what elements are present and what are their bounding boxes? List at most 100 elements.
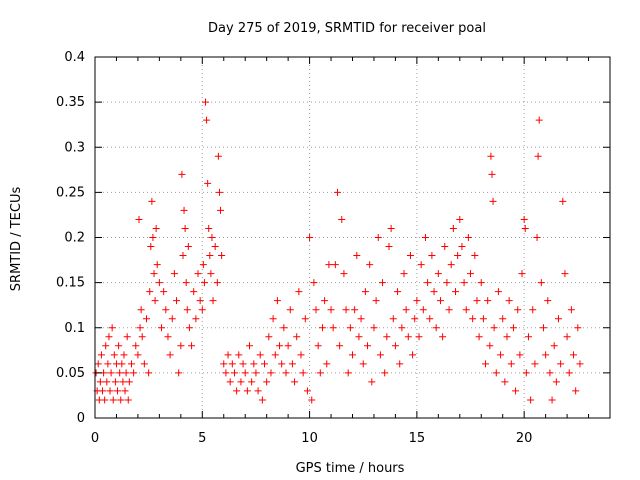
y-tick-label: 0 [77,411,85,426]
data-point [252,369,260,377]
data-point [308,396,316,404]
data-point [469,315,477,323]
data-point [497,351,505,359]
data-point [288,360,296,368]
data-point [137,306,145,314]
data-point [447,261,455,269]
data-point [555,315,562,323]
data-point [123,333,131,341]
data-point [518,270,526,278]
data-point [389,315,397,323]
data-point [559,197,567,205]
data-point [235,351,243,359]
data-point [396,360,404,368]
data-point [282,369,290,377]
data-point [361,288,369,296]
data-point [115,342,123,350]
data-point [520,215,528,223]
data-point [120,351,128,359]
data-point [153,261,161,269]
data-point [301,315,309,323]
data-point [291,378,299,386]
data-point [278,360,286,368]
data-point [402,306,410,314]
data-point [297,351,305,359]
data-point [105,333,113,341]
data-point [534,152,542,160]
data-point [514,306,522,314]
data-point [333,188,341,196]
data-point [456,215,464,223]
data-point [424,279,432,287]
data-point [96,378,104,386]
plot-frame [94,56,611,419]
data-point [175,369,183,377]
data-point [471,252,479,260]
y-tick-label: 0.3 [64,140,85,155]
data-point [127,360,135,368]
data-point [108,324,116,332]
data-point [269,315,277,323]
data-point [561,270,569,278]
data-point [531,360,539,368]
data-point [155,279,163,287]
data-point [276,342,284,350]
data-point [499,315,507,323]
data-point [527,396,535,404]
data-point [524,333,532,341]
chart-title: Day 275 of 2019, SRMTID for receiver poa… [208,21,486,36]
data-point [162,306,170,314]
data-point [178,170,186,178]
data-point [286,306,294,314]
data-point [196,297,204,305]
data-point [552,378,560,386]
data-point [353,252,361,260]
data-point [160,288,168,296]
data-point [557,360,565,368]
data-point [383,333,391,341]
data-point [250,360,258,368]
data-point [94,360,102,368]
data-point [364,342,372,350]
data-point [436,297,444,305]
data-point [533,234,541,241]
data-point [366,261,374,269]
data-point [182,279,190,287]
data-point [316,369,324,377]
data-point [544,297,552,305]
data-point [344,369,352,377]
x-tick-label: 5 [198,431,206,446]
data-point [217,206,225,214]
data-point [140,360,148,368]
data-point [207,270,215,278]
data-point [372,297,380,305]
y-tick-label: 0.25 [56,185,85,200]
data-point [351,306,359,314]
data-point [475,333,483,341]
data-point [209,297,217,305]
data-point [243,387,251,395]
data-point [421,234,429,241]
data-point [349,351,356,359]
data-point [202,98,210,106]
y-tick-label: 0.1 [64,321,85,336]
data-point [228,360,236,368]
data-point [190,288,198,296]
data-point [206,252,214,260]
data-point [464,234,472,241]
data-point [180,206,188,214]
data-point [146,288,154,296]
y-tick-labels: 0 0.05 0.1 0.15 0.2 0.25 0.3 0.35 0.4 [56,50,85,426]
data-point [376,351,384,359]
y-tick-label: 0.35 [56,95,85,110]
data-point [205,224,213,232]
data-point [117,396,125,404]
data-point [211,243,219,251]
data-point [318,324,326,332]
data-point [567,306,575,314]
data-point [150,270,158,278]
data-point [314,342,322,350]
data-point [529,306,537,314]
data-point [449,224,457,232]
data-point [107,369,115,377]
